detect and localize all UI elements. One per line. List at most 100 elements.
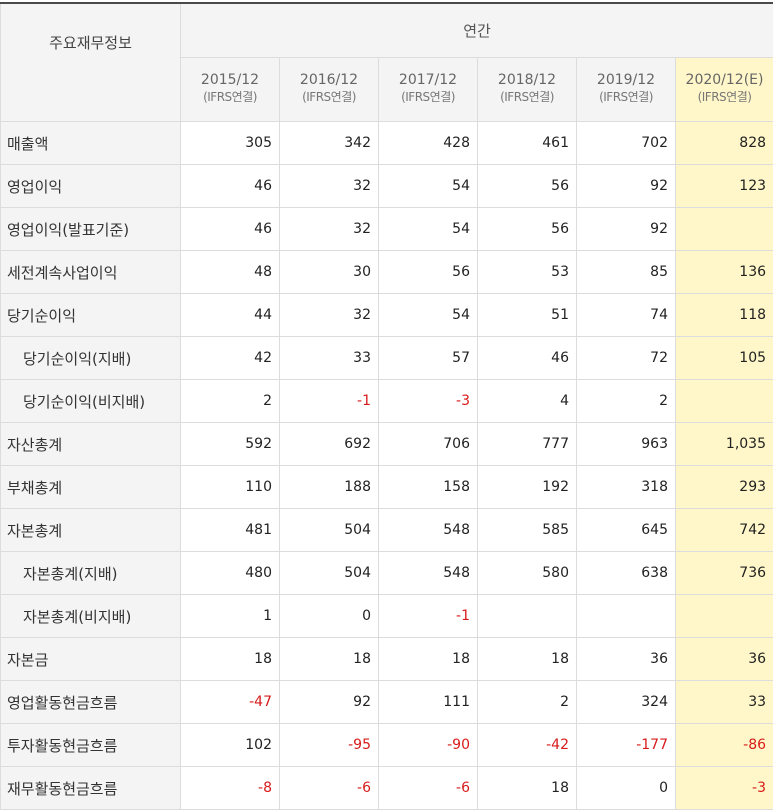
value-cell: 54 bbox=[379, 208, 478, 251]
period-label: 2019/12 bbox=[597, 72, 655, 88]
period-basis: (IFRS연결) bbox=[379, 89, 477, 106]
value-cell bbox=[478, 595, 577, 638]
value-cell: 92 bbox=[577, 165, 676, 208]
row-label: 영업이익 bbox=[1, 165, 181, 208]
value-cell: 92 bbox=[280, 681, 379, 724]
value-cell: -1 bbox=[379, 595, 478, 638]
value-cell: 54 bbox=[379, 294, 478, 337]
value-cell: 481 bbox=[181, 509, 280, 552]
value-cell: 324 bbox=[577, 681, 676, 724]
value-cell: 46 bbox=[181, 165, 280, 208]
value-cell: 33 bbox=[280, 337, 379, 380]
value-cell: 18 bbox=[181, 638, 280, 681]
row-label: 자본총계 bbox=[1, 509, 181, 552]
value-cell: 461 bbox=[478, 122, 577, 165]
value-cell: 102 bbox=[181, 724, 280, 767]
value-cell: 85 bbox=[577, 251, 676, 294]
value-cell: 32 bbox=[280, 294, 379, 337]
period-label: 2018/12 bbox=[498, 72, 556, 88]
value-cell: -95 bbox=[280, 724, 379, 767]
value-cell: 1,035 bbox=[676, 423, 773, 466]
row-label: 재무활동현금흐름 bbox=[1, 767, 181, 810]
row-label: 투자활동현금흐름 bbox=[1, 724, 181, 767]
row-label: 매출액 bbox=[1, 122, 181, 165]
value-cell: 33 bbox=[676, 681, 773, 724]
value-cell: 742 bbox=[676, 509, 773, 552]
value-cell: 105 bbox=[676, 337, 773, 380]
value-cell: -1 bbox=[280, 380, 379, 423]
period-label: 2015/12 bbox=[201, 72, 259, 88]
value-cell: -90 bbox=[379, 724, 478, 767]
value-cell: 0 bbox=[577, 767, 676, 810]
value-cell: 56 bbox=[478, 165, 577, 208]
value-cell: -6 bbox=[379, 767, 478, 810]
value-cell: 32 bbox=[280, 165, 379, 208]
value-cell: 136 bbox=[676, 251, 773, 294]
value-cell: 192 bbox=[478, 466, 577, 509]
value-cell: 18 bbox=[379, 638, 478, 681]
value-cell: 1 bbox=[181, 595, 280, 638]
value-cell: 30 bbox=[280, 251, 379, 294]
annual-header: 연간 bbox=[181, 3, 773, 57]
value-cell: 736 bbox=[676, 552, 773, 595]
row-label: 부채총계 bbox=[1, 466, 181, 509]
value-cell: 0 bbox=[280, 595, 379, 638]
value-cell bbox=[676, 595, 773, 638]
value-cell: 36 bbox=[676, 638, 773, 681]
value-cell: 48 bbox=[181, 251, 280, 294]
value-cell: 318 bbox=[577, 466, 676, 509]
value-cell: 158 bbox=[379, 466, 478, 509]
value-cell: 638 bbox=[577, 552, 676, 595]
value-cell: 42 bbox=[181, 337, 280, 380]
value-cell: 2 bbox=[181, 380, 280, 423]
row-label: 영업이익(발표기준) bbox=[1, 208, 181, 251]
value-cell: 963 bbox=[577, 423, 676, 466]
value-cell: 428 bbox=[379, 122, 478, 165]
period-basis: (IFRS연결) bbox=[280, 89, 378, 106]
value-cell bbox=[676, 380, 773, 423]
value-cell: 504 bbox=[280, 509, 379, 552]
value-cell bbox=[577, 595, 676, 638]
value-cell: 706 bbox=[379, 423, 478, 466]
value-cell: -8 bbox=[181, 767, 280, 810]
period-header: 2019/12(IFRS연결) bbox=[577, 57, 676, 121]
value-cell: 18 bbox=[478, 767, 577, 810]
value-cell: -86 bbox=[676, 724, 773, 767]
row-label: 자본총계(지배) bbox=[1, 552, 181, 595]
value-cell bbox=[676, 208, 773, 251]
value-cell: -177 bbox=[577, 724, 676, 767]
value-cell: -42 bbox=[478, 724, 577, 767]
value-cell: 828 bbox=[676, 122, 773, 165]
period-basis: (IFRS연결) bbox=[577, 89, 675, 106]
period-header: 2017/12(IFRS연결) bbox=[379, 57, 478, 121]
value-cell: 36 bbox=[577, 638, 676, 681]
value-cell: 592 bbox=[181, 423, 280, 466]
value-cell: 580 bbox=[478, 552, 577, 595]
financial-summary: 주요재무정보 연간 2015/12(IFRS연결)2016/12(IFRS연결)… bbox=[0, 0, 773, 777]
value-cell: 54 bbox=[379, 165, 478, 208]
row-label: 당기순이익(지배) bbox=[1, 337, 181, 380]
value-cell: 342 bbox=[280, 122, 379, 165]
row-label: 자본총계(비지배) bbox=[1, 595, 181, 638]
value-cell: 44 bbox=[181, 294, 280, 337]
value-cell: 2 bbox=[478, 681, 577, 724]
value-cell: 92 bbox=[577, 208, 676, 251]
row-label: 영업활동현금흐름 bbox=[1, 681, 181, 724]
value-cell: 480 bbox=[181, 552, 280, 595]
period-label: 2017/12 bbox=[399, 72, 457, 88]
value-cell: 692 bbox=[280, 423, 379, 466]
value-cell: 56 bbox=[478, 208, 577, 251]
corner-header: 주요재무정보 bbox=[1, 3, 181, 122]
